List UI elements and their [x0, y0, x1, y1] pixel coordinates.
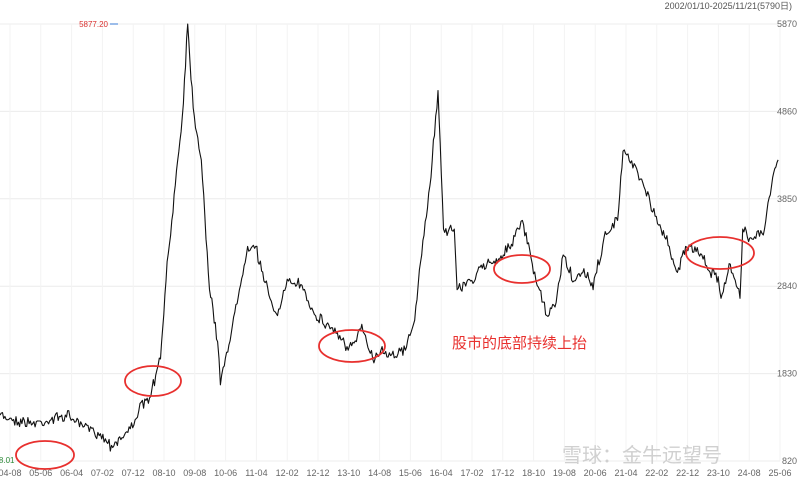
x-tick-label: 17-12: [491, 468, 514, 478]
bottom-markers: [15, 236, 755, 470]
x-tick-label: 19-08: [553, 468, 576, 478]
max-value-label: 5877.20: [79, 20, 108, 29]
x-tick-label: 24-08: [738, 468, 761, 478]
bottom-circle: [493, 254, 551, 284]
grid-lines: [0, 23, 781, 462]
x-tick-label: 10-06: [214, 468, 237, 478]
x-tick-label: 12-12: [306, 468, 329, 478]
x-tick-label: 20-06: [584, 468, 607, 478]
y-axis-ticks: 5870 4860 3850 2840 1830 820: [777, 19, 797, 466]
x-tick-label: 07-02: [91, 468, 114, 478]
y-tick-label: 1830: [777, 369, 797, 379]
bottom-circle: [685, 236, 755, 270]
x-tick-label: 14-08: [368, 468, 391, 478]
bottom-circle: [15, 440, 75, 470]
xueqiu-watermark: 雪球：金牛远望号: [562, 443, 722, 467]
x-tick-label: 05-06: [29, 468, 52, 478]
x-tick-label: 25-06: [768, 468, 791, 478]
x-tick-label: 09-08: [183, 468, 206, 478]
x-tick-label: 23-10: [707, 468, 730, 478]
y-tick-label: 3850: [777, 194, 797, 204]
x-tick-label: 12-02: [276, 468, 299, 478]
y-tick-label: 2840: [777, 281, 797, 291]
x-tick-label: 15-06: [399, 468, 422, 478]
x-axis-ticks: 04-08 05-06 06-04 07-02 07-12 08-10 09-08 10-06…: [0, 468, 792, 478]
y-tick-label: 820: [782, 456, 797, 466]
x-tick-label: 17-02: [460, 468, 483, 478]
bottom-circle: [124, 365, 182, 397]
x-tick-label: 08-10: [152, 468, 175, 478]
x-tick-label: 21-04: [614, 468, 637, 478]
y-tick-label: 5870: [777, 19, 797, 29]
y-tick-label: 4860: [777, 106, 797, 116]
x-tick-label: 18-10: [522, 468, 545, 478]
bottom-rising-annotation: 股市的底部持续上抬: [452, 334, 587, 352]
x-tick-label: 13-10: [337, 468, 360, 478]
x-tick-label: 07-12: [122, 468, 145, 478]
min-value-label: 998.01: [0, 456, 15, 465]
x-tick-label: 06-04: [60, 468, 83, 478]
x-tick-label: 22-02: [645, 468, 668, 478]
x-tick-label: 16-04: [430, 468, 453, 478]
series-line: [0, 23, 779, 452]
x-tick-label: 22-12: [676, 468, 699, 478]
bottom-circle: [318, 329, 386, 363]
date-range-label: 2002/01/10-2025/11/21(5790日): [665, 1, 792, 11]
x-tick-label: 11-04: [245, 468, 267, 478]
x-tick-label: 04-08: [0, 468, 22, 478]
